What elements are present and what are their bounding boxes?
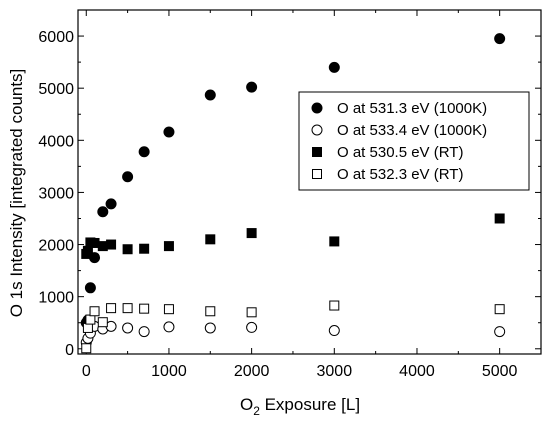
data-point [494,33,506,45]
axis-ticks [78,10,541,354]
x-tick-label: 3000 [317,363,353,380]
data-point [246,321,258,333]
data-point [163,321,175,333]
data-point [494,213,505,224]
x-tick-label: 1000 [151,363,187,380]
data-point [204,89,216,101]
x-axis-title: O2 Exposure [L] [240,395,360,418]
data-point [246,81,258,93]
legend-box [298,91,530,191]
data-point [494,304,505,315]
legend-marker [311,124,323,136]
legend-label: O at 531.3 eV (1000K) [337,100,487,117]
x-tick-label: 0 [82,363,91,380]
data-point [163,241,174,252]
legend-marker [312,169,322,179]
x-tick-label: 4000 [399,363,435,380]
y-tick-label: 2000 [38,238,74,255]
data-point [494,326,506,338]
data-point [328,61,340,73]
legend: O at 531.3 eV (1000K) O at 533.4 eV (1000… [298,91,530,191]
y-tick-label: 0 [65,342,74,359]
data-point [329,300,340,311]
data-point [97,241,108,252]
y-tick-label: 6000 [38,29,74,46]
y-tick-label: 1000 [38,290,74,307]
series-2 [80,320,506,349]
tick-labels: 0 1000 2000 3000 4000 5000 0 1000 2000 3000 4000 50… [38,29,517,380]
data-point [106,239,117,250]
legend-marker [311,102,323,114]
legend-label: O at 533.4 eV (1000K) [337,122,487,139]
y-tick-label: 3000 [38,185,74,202]
x-tick-label: 2000 [234,363,270,380]
data-point [204,322,216,334]
data-point [122,244,133,255]
data-point [81,343,92,354]
data-point [163,126,175,138]
x-axis-title-main: O [240,395,253,414]
data-point [89,306,100,317]
data-point [246,228,257,239]
plot-border [77,9,542,355]
data-point [205,306,216,317]
series-4 [81,300,505,354]
data-point [106,303,117,314]
data-point [122,303,133,314]
data-point [97,206,109,218]
x-axis-title-rest: Exposure [L] [260,395,360,414]
y-axis-title: O 1s Intensity [integrated counts] [7,69,26,318]
data-point [139,243,150,254]
data-point [246,307,257,318]
data-point [205,234,216,245]
y-tick-label: 5000 [38,81,74,98]
data-point [163,304,174,315]
data-point [89,237,100,248]
data-point [138,146,150,158]
legend-label: O at 532.3 eV (RT) [337,166,463,183]
data-point [105,198,117,210]
data-point [85,314,96,325]
data-point [139,303,150,314]
plot-frame [77,9,542,355]
data-point [328,325,340,337]
data-point [97,317,108,328]
data-point [84,282,96,294]
data-point [138,326,150,338]
data-point [82,322,93,333]
x-axis-title-subscript: 2 [253,404,260,418]
data-marks [80,33,506,354]
data-point [122,322,134,334]
data-point [122,171,134,183]
y-tick-label: 4000 [38,133,74,150]
series-3 [81,213,505,259]
x-tick-label: 5000 [482,363,518,380]
data-point [329,236,340,247]
legend-label: O at 530.5 eV (RT) [337,144,463,161]
legend-marker [312,147,322,157]
